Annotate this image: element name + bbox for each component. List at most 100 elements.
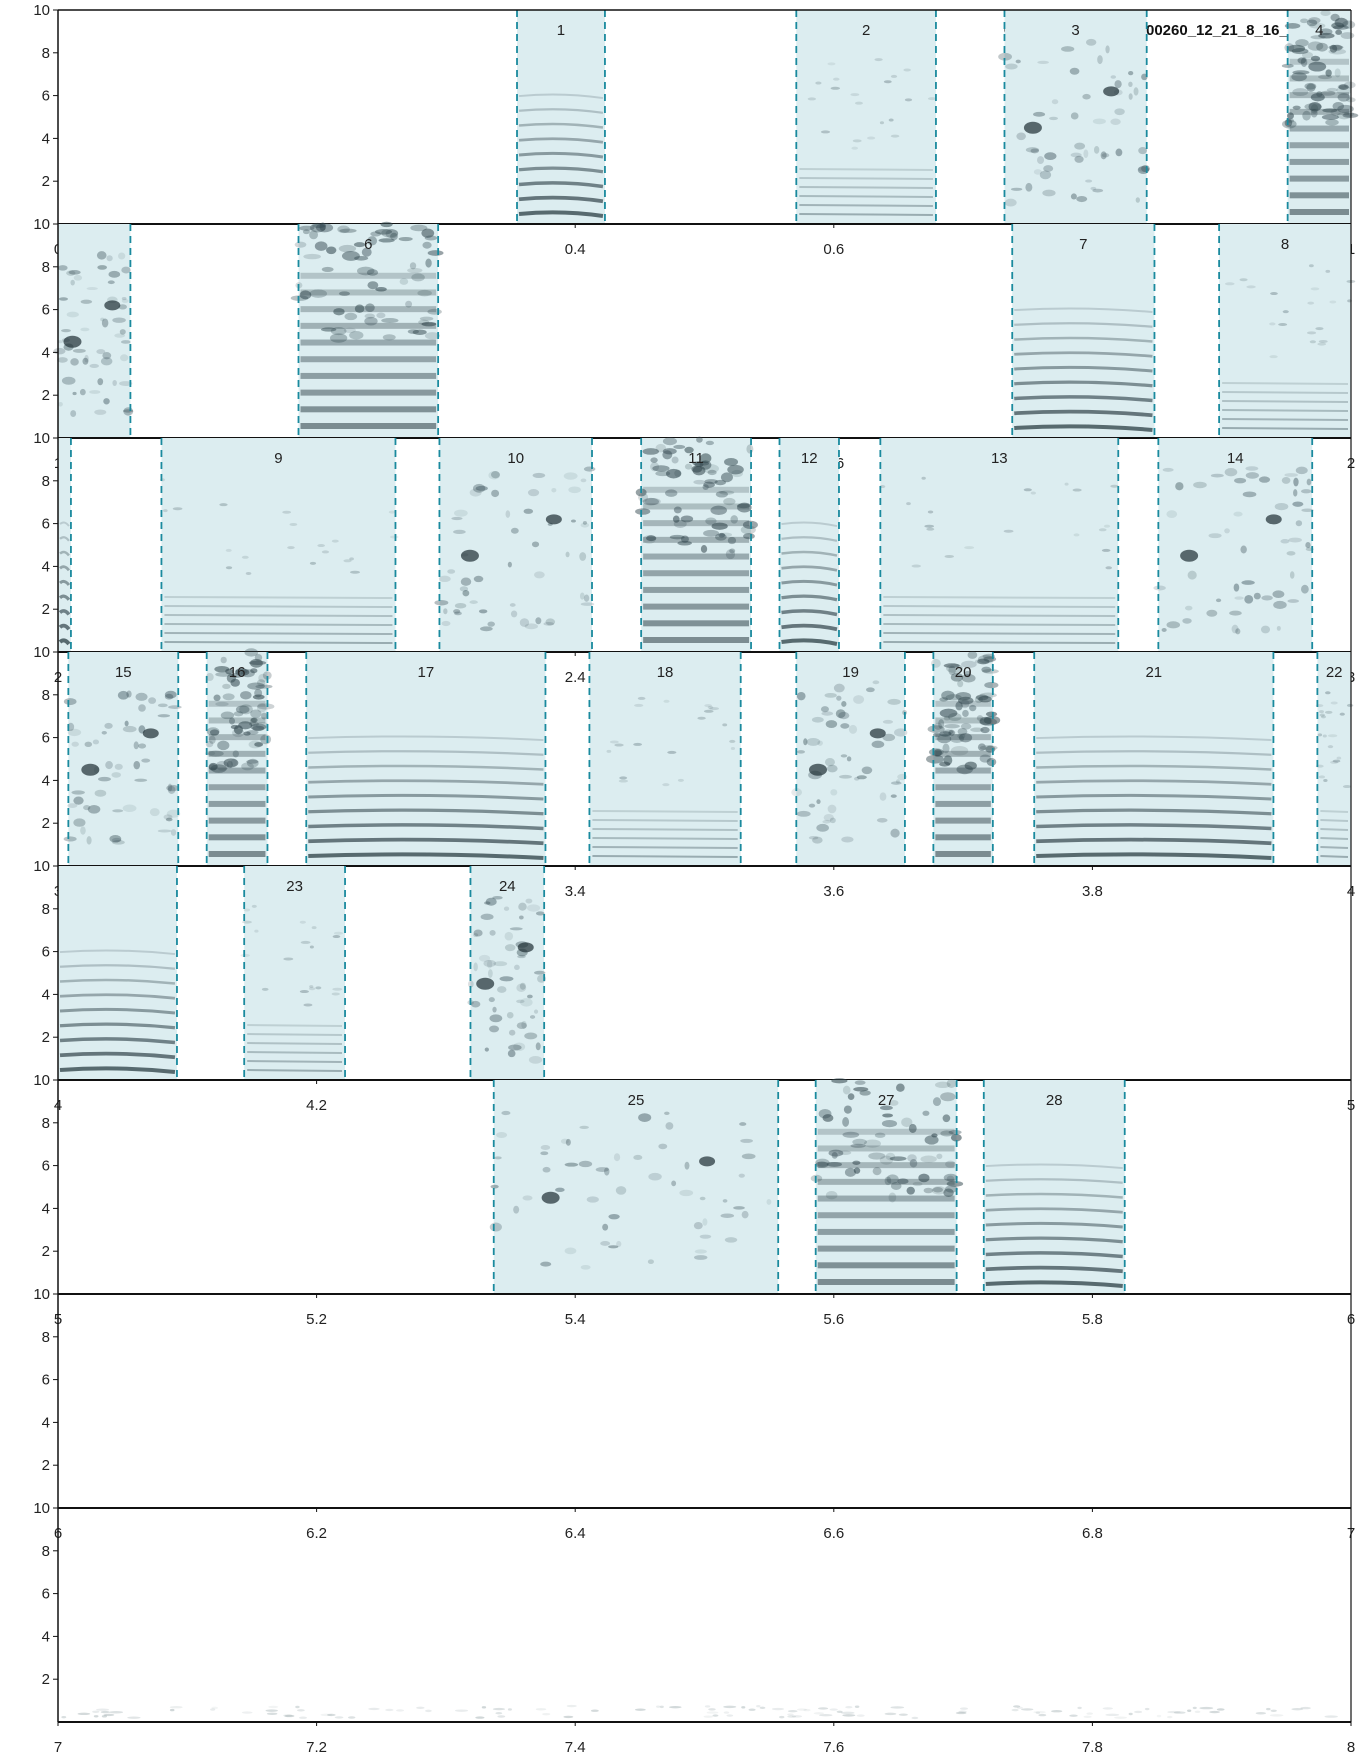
y-tick-label: 4 [42,986,50,1003]
spectral-blob [163,509,168,513]
noise-floor [93,1715,99,1718]
spectral-blob [680,515,694,523]
spectral-blob [853,1086,869,1092]
spectral-blob [842,1117,850,1127]
harmonic-band [799,213,933,216]
spectral-blob [157,714,171,718]
spectral-blob [850,1143,866,1148]
spectral-blob [320,327,337,332]
spectral-blob [964,670,971,678]
harmonic-band [208,834,266,841]
spectral-blob [949,733,965,743]
spectral-blob [496,1132,508,1138]
y-tick-label: 8 [42,1329,50,1346]
spectral-blob [219,503,228,507]
spectral-blob [112,840,125,845]
harmonic-band [300,306,437,313]
spectral-blob [380,221,393,228]
spectral-blob [684,1161,690,1170]
x-tick-label: 0.4 [565,241,586,258]
spectral-blob [722,723,728,727]
spectral-blob [535,1042,541,1051]
x-tick-label: 6.8 [1082,1525,1103,1542]
noise-floor [703,1715,714,1718]
harmonic-band [799,168,933,171]
noise-floor [497,1715,506,1718]
spectral-blob [235,705,250,714]
spectral-blob [1284,473,1298,477]
spectral-blob [1276,625,1281,631]
harmonic-band [883,632,1116,635]
spectral-blob [441,620,451,627]
spectral-blob [516,999,525,1004]
spectral-blob [823,813,834,822]
spectral-blob [119,381,133,387]
spectral-blob [671,1180,677,1187]
spectral-blob [411,273,425,282]
spectral-blob [1308,101,1322,112]
harmonic-band [592,828,738,831]
spectral-blob [478,609,488,614]
spectral-blob [235,668,250,676]
x-tick-label: 7 [54,1739,62,1756]
spectral-blob [560,1138,569,1144]
spectral-blob [205,740,214,748]
noise-floor [829,1708,838,1711]
harmonic-band [817,1228,955,1235]
spectral-blob [1306,331,1317,335]
noise-floor [101,1715,108,1718]
spectral-blob [350,570,360,574]
spectral-blob [261,712,268,720]
spectral-blob [633,742,643,746]
spectral-blob [122,804,137,812]
spectral-blob [73,274,83,281]
segment: 10 [434,438,596,652]
noise-floor [169,1706,183,1709]
spectral-blob [519,982,526,990]
spectral-blob [677,778,684,782]
spectral-blob [950,746,969,756]
spectral-blob [852,1138,868,1146]
spectral-blob [833,77,840,81]
spectral-blob [527,994,533,999]
harmonic-band [518,210,604,218]
segment-box [1219,224,1351,438]
segment-box [589,652,741,866]
spectral-blob [1051,99,1059,105]
spectral-blob [138,743,147,749]
spectral-blob [883,80,892,84]
harmonic-band [59,1022,176,1030]
noise-floor [416,1706,425,1710]
spectral-blob [1317,342,1327,346]
spectral-blob [70,410,77,417]
spectral-blob [522,1195,533,1201]
harmonic-band [781,638,838,646]
spectral-blob [1326,87,1338,92]
spectral-blob [349,331,364,340]
spectral-blob [648,1172,662,1181]
spectral-blob [719,490,735,495]
spectral-blob [1010,187,1023,191]
spectral-blob [1310,108,1318,118]
spectral-blob [1110,75,1117,79]
spectrogram-panel: 2 4 6 8 10 7 7.2 7.4 7.6 7.8 8 [33,1500,1355,1756]
noise-floor [1134,1710,1143,1714]
y-tick-label: 2 [42,1029,50,1046]
spectral-blob [101,731,107,735]
spectral-blob [739,1122,747,1126]
segment-label: 27 [878,1092,895,1109]
harmonic-band [1289,158,1349,165]
spectral-blob [1325,710,1333,714]
harmonic-band [58,579,71,586]
harmonic-band [817,1178,955,1185]
spectral-blob [1339,712,1345,716]
spectral-blob [720,472,733,483]
spectral-blob [302,229,310,235]
harmonic-band [985,1280,1123,1288]
noise-floor [884,1712,897,1716]
spectral-blob [852,139,862,143]
spectral-blob [694,1249,707,1254]
spectral-blob [63,698,77,706]
spectral-blob [148,697,157,704]
spectral-blob [1291,48,1309,55]
